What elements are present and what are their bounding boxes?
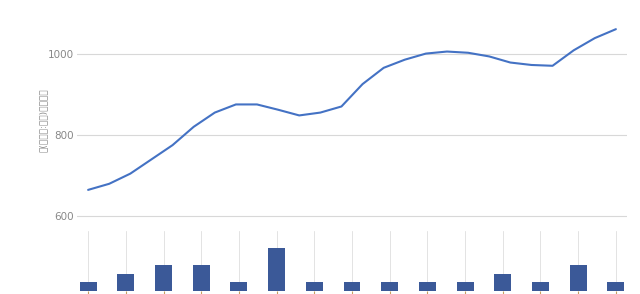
- Bar: [193, 265, 210, 291]
- Bar: [268, 248, 285, 291]
- Bar: [494, 274, 511, 291]
- Bar: [117, 274, 134, 291]
- Bar: [381, 283, 398, 291]
- Bar: [230, 283, 248, 291]
- Bar: [607, 283, 625, 291]
- Bar: [344, 283, 360, 291]
- Y-axis label: 수(원만백:위단)액금래거: 수(원만백:위단)액금래거: [39, 88, 48, 151]
- Bar: [419, 283, 436, 291]
- Bar: [79, 283, 97, 291]
- Bar: [155, 265, 172, 291]
- Bar: [532, 283, 549, 291]
- Bar: [456, 283, 474, 291]
- Bar: [570, 265, 587, 291]
- Bar: [306, 283, 323, 291]
